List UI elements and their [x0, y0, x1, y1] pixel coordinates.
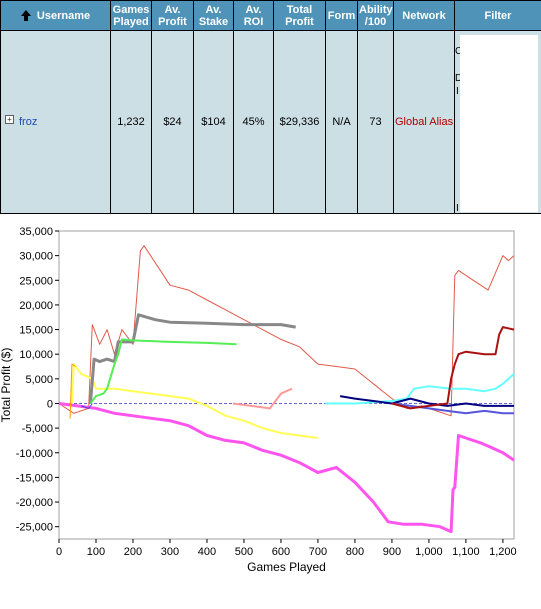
form-cell: N/A [325, 30, 358, 214]
filter-header-label: Filter [484, 9, 512, 22]
x-tick-label: 400 [198, 546, 216, 558]
av-profit-header[interactable]: Av. Profit [151, 0, 194, 31]
series-line [81, 403, 93, 409]
series-line [232, 387, 293, 410]
ability-header[interactable]: Ability/100 [357, 0, 394, 31]
profit-chart-svg: 35,000 30,000 25,000 20,000 15,000 10,000 5,00… [0, 226, 517, 574]
form-header-label: Form [327, 9, 356, 22]
network-header-label: Network [402, 9, 446, 22]
series-line [69, 363, 76, 419]
x-tick-label: 500 [235, 546, 253, 558]
network-cell: Global Alias [393, 30, 455, 214]
sort-up-arrow-icon[interactable] [20, 10, 31, 22]
x-tick-label: 800 [346, 546, 364, 558]
series-line [391, 402, 514, 415]
expand-plus-icon[interactable]: + [5, 114, 14, 124]
total-profit-header-line1: Total [286, 3, 313, 16]
series-line [339, 395, 514, 407]
av-roi-header[interactable]: Av. ROI [233, 0, 274, 31]
filter-text-fragment-3: I [456, 86, 459, 97]
profit-chart: 35,000 30,000 25,000 20,000 15,000 10,000 5,00… [0, 222, 541, 609]
games-played-header-line2: Played [113, 15, 149, 28]
stats-table: Username Games Played Av. Profit Av. Stake … [0, 0, 541, 214]
y-tick-label: 0 [47, 398, 53, 410]
table-row: + froz 1,232 $24 $104 45% $29,336 N/A 73 … [0, 30, 541, 214]
y-tick-label: 30,000 [19, 251, 53, 263]
games-played-cell: 1,232 [110, 30, 152, 214]
network-header[interactable]: Network [393, 0, 455, 31]
username-header[interactable]: Username [0, 0, 111, 31]
av-stake-header-line2: Stake [198, 15, 229, 28]
series-line [88, 313, 296, 404]
games-played-header-line1: Games [112, 3, 150, 16]
filter-panel[interactable] [460, 35, 538, 212]
av-stake-cell: $104 [193, 30, 234, 214]
filter-cell: C D I I [454, 30, 541, 214]
av-stake-header-line1: Av. [205, 3, 222, 16]
username-link[interactable]: froz [19, 116, 38, 128]
series-line [58, 245, 515, 417]
x-axis-title: Games Played [247, 560, 326, 574]
table-header-row: Username Games Played Av. Profit Av. Stake … [0, 0, 541, 31]
av-profit-header-line2: Profit [158, 15, 187, 28]
av-stake-header[interactable]: Av. Stake [193, 0, 234, 31]
x-tick-label: 700 [309, 546, 327, 558]
x-tick-label: 900 [383, 546, 401, 558]
filter-header[interactable]: Filter [454, 0, 541, 31]
y-tick-label: -10,000 [16, 448, 53, 460]
x-tick-label: 0 [56, 546, 62, 558]
plot-area [58, 230, 515, 540]
x-tick-label: 1,100 [452, 546, 480, 558]
ability-cell: 73 [357, 30, 394, 214]
y-tick-label: 25,000 [19, 275, 53, 287]
series-line [58, 402, 515, 534]
av-roi-header-line1: Av. [245, 3, 262, 16]
ability-header-line1: Ability [359, 3, 393, 16]
total-profit-header-line2: Profit [285, 15, 314, 28]
x-tick-label: 1,200 [489, 546, 517, 558]
y-axis-title: Total Profit ($) [0, 348, 13, 423]
y-tick-label: 10,000 [19, 349, 53, 361]
y-tick-label: -25,000 [16, 522, 53, 534]
y-tick-label: -15,000 [16, 472, 53, 484]
total-profit-header[interactable]: Total Profit [273, 0, 326, 31]
x-tick-label: 600 [272, 546, 290, 558]
y-tick-label: 20,000 [19, 300, 53, 312]
x-tick-label: 200 [124, 546, 142, 558]
ability-header-line2: /100 [364, 15, 387, 28]
filter-text-fragment-2: D [455, 73, 463, 84]
av-roi-header-line2: ROI [243, 15, 264, 28]
y-tick-label: 35,000 [19, 226, 53, 238]
filter-text-fragment-4: I [456, 203, 459, 214]
x-tick-label: 100 [87, 546, 105, 558]
y-tick-label: -20,000 [16, 497, 53, 509]
username-cell: + froz [0, 30, 111, 214]
series-line [325, 373, 515, 405]
series-line [89, 338, 237, 405]
x-tick-label: 1,000 [415, 546, 443, 558]
y-tick-label: 15,000 [19, 325, 53, 337]
x-tick-label: 300 [161, 546, 179, 558]
av-roi-cell: 45% [233, 30, 274, 214]
y-tick-label: -5,000 [22, 423, 53, 435]
av-profit-cell: $24 [151, 30, 194, 214]
series-line [391, 326, 515, 410]
series-line [70, 363, 319, 439]
form-header[interactable]: Form [325, 0, 358, 31]
network-value: Global Alias [395, 116, 454, 128]
games-played-header[interactable]: Games Played [110, 0, 152, 31]
filter-text-fragment-1: C [455, 46, 463, 57]
av-profit-header-line1: Av. [164, 3, 181, 16]
y-tick-label: 5,000 [25, 374, 53, 386]
total-profit-cell: $29,336 [273, 30, 326, 214]
username-header-label: Username [36, 9, 91, 22]
